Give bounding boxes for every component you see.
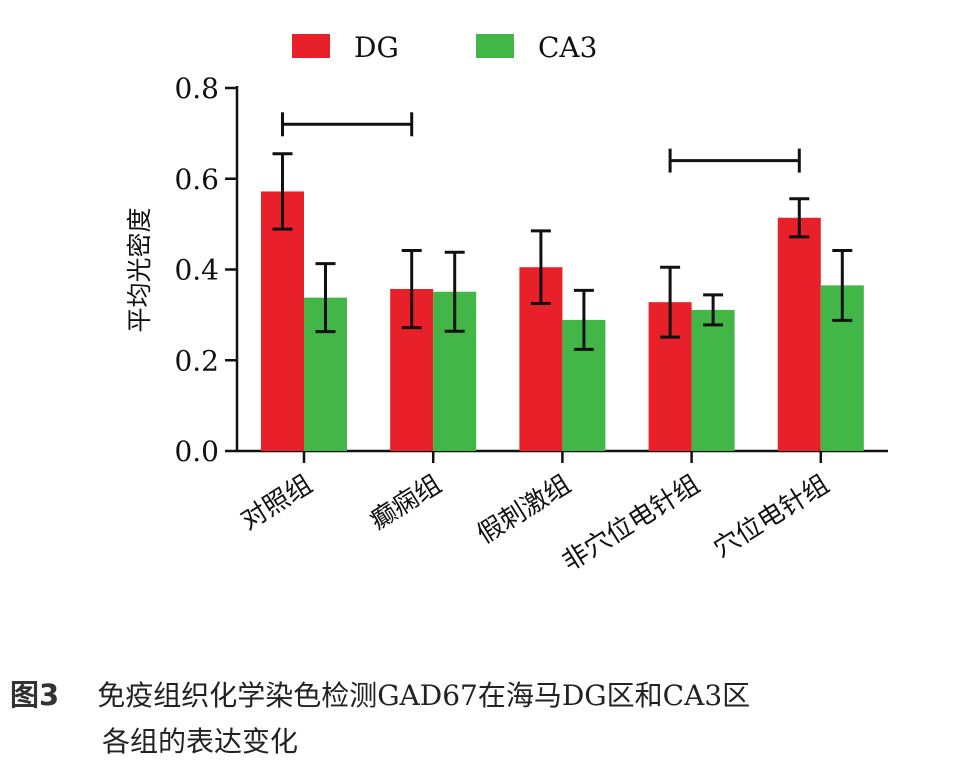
legend-label-dg: DG [354, 31, 399, 64]
figure-caption: 图3 免疫组织化学染色检测GAD67在海马DG区和CA3区 各组的表达变化 [10, 672, 955, 765]
x-tick-label: 假刺激组 [472, 469, 576, 550]
legend-swatch-ca3 [476, 34, 514, 58]
x-tick-label: 穴位电针组 [708, 469, 834, 563]
legend: DG CA3 [292, 31, 597, 64]
y-tick-label: 0.4 [174, 254, 219, 287]
y-tick-label: 0.0 [174, 435, 219, 468]
legend-label-ca3: CA3 [538, 31, 597, 64]
x-tick-label: 对照组 [236, 469, 318, 536]
significance-brackets [281, 112, 801, 173]
y-tick-label: 0.8 [174, 72, 219, 105]
y-axis-label: 平均光密度 [125, 207, 154, 332]
error-bars [272, 152, 853, 351]
y-tick-label: 0.2 [174, 344, 219, 377]
bar-dg [777, 217, 821, 451]
bar-ca3 [691, 309, 735, 451]
x-tick-label: 非穴位电针组 [557, 469, 705, 577]
caption-line-2: 各组的表达变化 [102, 725, 299, 758]
x-tick-label: 癫痫组 [365, 469, 447, 536]
caption-label: 图3 [10, 678, 60, 712]
bar-chart: DG CA3 0.0 0.2 0.4 0.6 0.8 平均光密度 对照组 癫痫组 假刺激组非穴… [125, 31, 888, 578]
bar-dg [261, 191, 304, 451]
caption-line-1: 免疫组织化学染色检测GAD67在海马DG区和CA3区 [97, 679, 751, 712]
legend-swatch-dg [292, 34, 330, 58]
y-tick-label: 0.6 [174, 163, 219, 196]
bars [261, 191, 864, 451]
